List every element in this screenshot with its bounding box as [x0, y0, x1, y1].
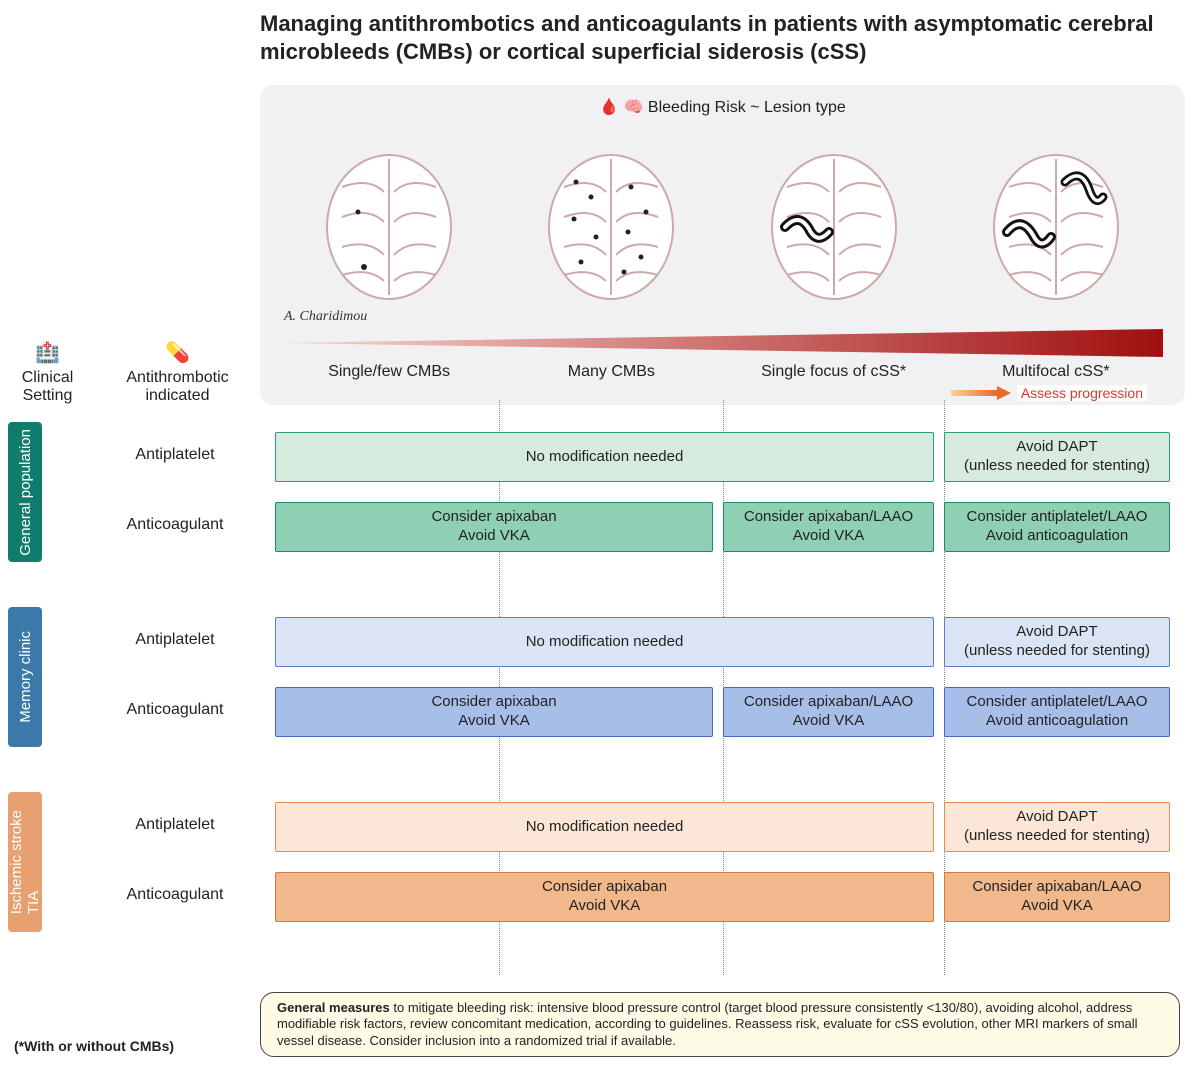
risk-header: 🩸 🧠 Bleeding Risk ~ Lesion type	[278, 97, 1167, 117]
recommendation-cell: Consider antiplatelet/LAAOAvoid anticoag…	[944, 687, 1170, 737]
setting-label: Ischemic strokeTIA	[8, 810, 42, 914]
drug-label: Antiplatelet	[90, 816, 260, 834]
risk-panel: 🩸 🧠 Bleeding Risk ~ Lesion type	[260, 85, 1185, 405]
blood-icon: 🩸	[599, 99, 619, 116]
risk-header-text: Bleeding Risk ~ Lesion type	[648, 99, 846, 116]
author-signature: A. Charidimou	[284, 309, 1167, 325]
general-measures-box: General measures to mitigate bleeding ri…	[260, 992, 1180, 1057]
assess-progression-text: Assess progression	[1017, 385, 1147, 401]
recommendation-cell: Avoid DAPT(unless needed for stenting)	[944, 432, 1170, 482]
clinical-setting-header: Clinical Setting	[22, 369, 74, 404]
footnote: (*With or without CMBs)	[14, 1038, 174, 1054]
left-headers: 🏥 Clinical Setting 💊 Antithrombotic indi…	[0, 340, 260, 405]
recommendation-cell: No modification needed	[275, 617, 934, 667]
recommendation-cell: No modification needed	[275, 432, 934, 482]
risk-wedge	[282, 329, 1163, 357]
setting-tab: Memory clinic	[8, 607, 42, 747]
recommendation-cell: Avoid DAPT(unless needed for stenting)	[944, 802, 1170, 852]
drug-label: Anticoagulant	[90, 886, 260, 904]
antithrombotic-header: Antithrombotic indicated	[126, 369, 228, 404]
recommendation-cell: Consider apixaban/LAAOAvoid VKA	[723, 687, 934, 737]
recommendation-cell: Avoid DAPT(unless needed for stenting)	[944, 617, 1170, 667]
cat-1: Single/few CMBs	[291, 363, 487, 381]
drug-label: Anticoagulant	[90, 516, 260, 534]
drug-label: Antiplatelet	[90, 631, 260, 649]
recommendation-cell: Consider apixabanAvoid VKA	[275, 502, 713, 552]
setting-label: General population	[17, 429, 34, 556]
drug-label: Antiplatelet	[90, 446, 260, 464]
general-measures-text: to mitigate bleeding risk: intensive blo…	[277, 1000, 1138, 1048]
recommendation-cell: Consider apixaban/LAAOAvoid VKA	[944, 872, 1170, 922]
setting-tab: Ischemic strokeTIA	[8, 792, 42, 932]
brain-multi-css	[981, 147, 1131, 307]
arrow-right-icon	[951, 386, 1011, 400]
pill-icon: 💊	[95, 340, 260, 365]
brain-single-cmb	[314, 147, 464, 307]
recommendation-cell: Consider apixaban/LAAOAvoid VKA	[723, 502, 934, 552]
cat-3: Single focus of cSS*	[736, 363, 932, 381]
page-title: Managing antithrombotics and anticoagula…	[260, 10, 1160, 65]
recommendation-cell: No modification needed	[275, 802, 934, 852]
brain-single-css	[759, 147, 909, 307]
brain-many-cmb	[536, 147, 686, 307]
drug-label: Anticoagulant	[90, 701, 260, 719]
setting-tab: General population	[8, 422, 42, 562]
brain-illustrations-row	[278, 127, 1167, 307]
brain-icon: 🧠	[624, 99, 644, 116]
setting-label: Memory clinic	[17, 631, 34, 723]
cat-4: Multifocal cSS*	[958, 363, 1154, 381]
cat-2: Many CMBs	[514, 363, 710, 381]
category-labels: Single/few CMBs Many CMBs Single focus o…	[278, 363, 1167, 381]
recommendation-cell: Consider apixabanAvoid VKA	[275, 872, 934, 922]
recommendation-cell: Consider antiplatelet/LAAOAvoid anticoag…	[944, 502, 1170, 552]
assess-progression: Assess progression	[951, 385, 1147, 401]
hospital-icon: 🏥	[0, 340, 95, 365]
recommendation-cell: Consider apixabanAvoid VKA	[275, 687, 713, 737]
